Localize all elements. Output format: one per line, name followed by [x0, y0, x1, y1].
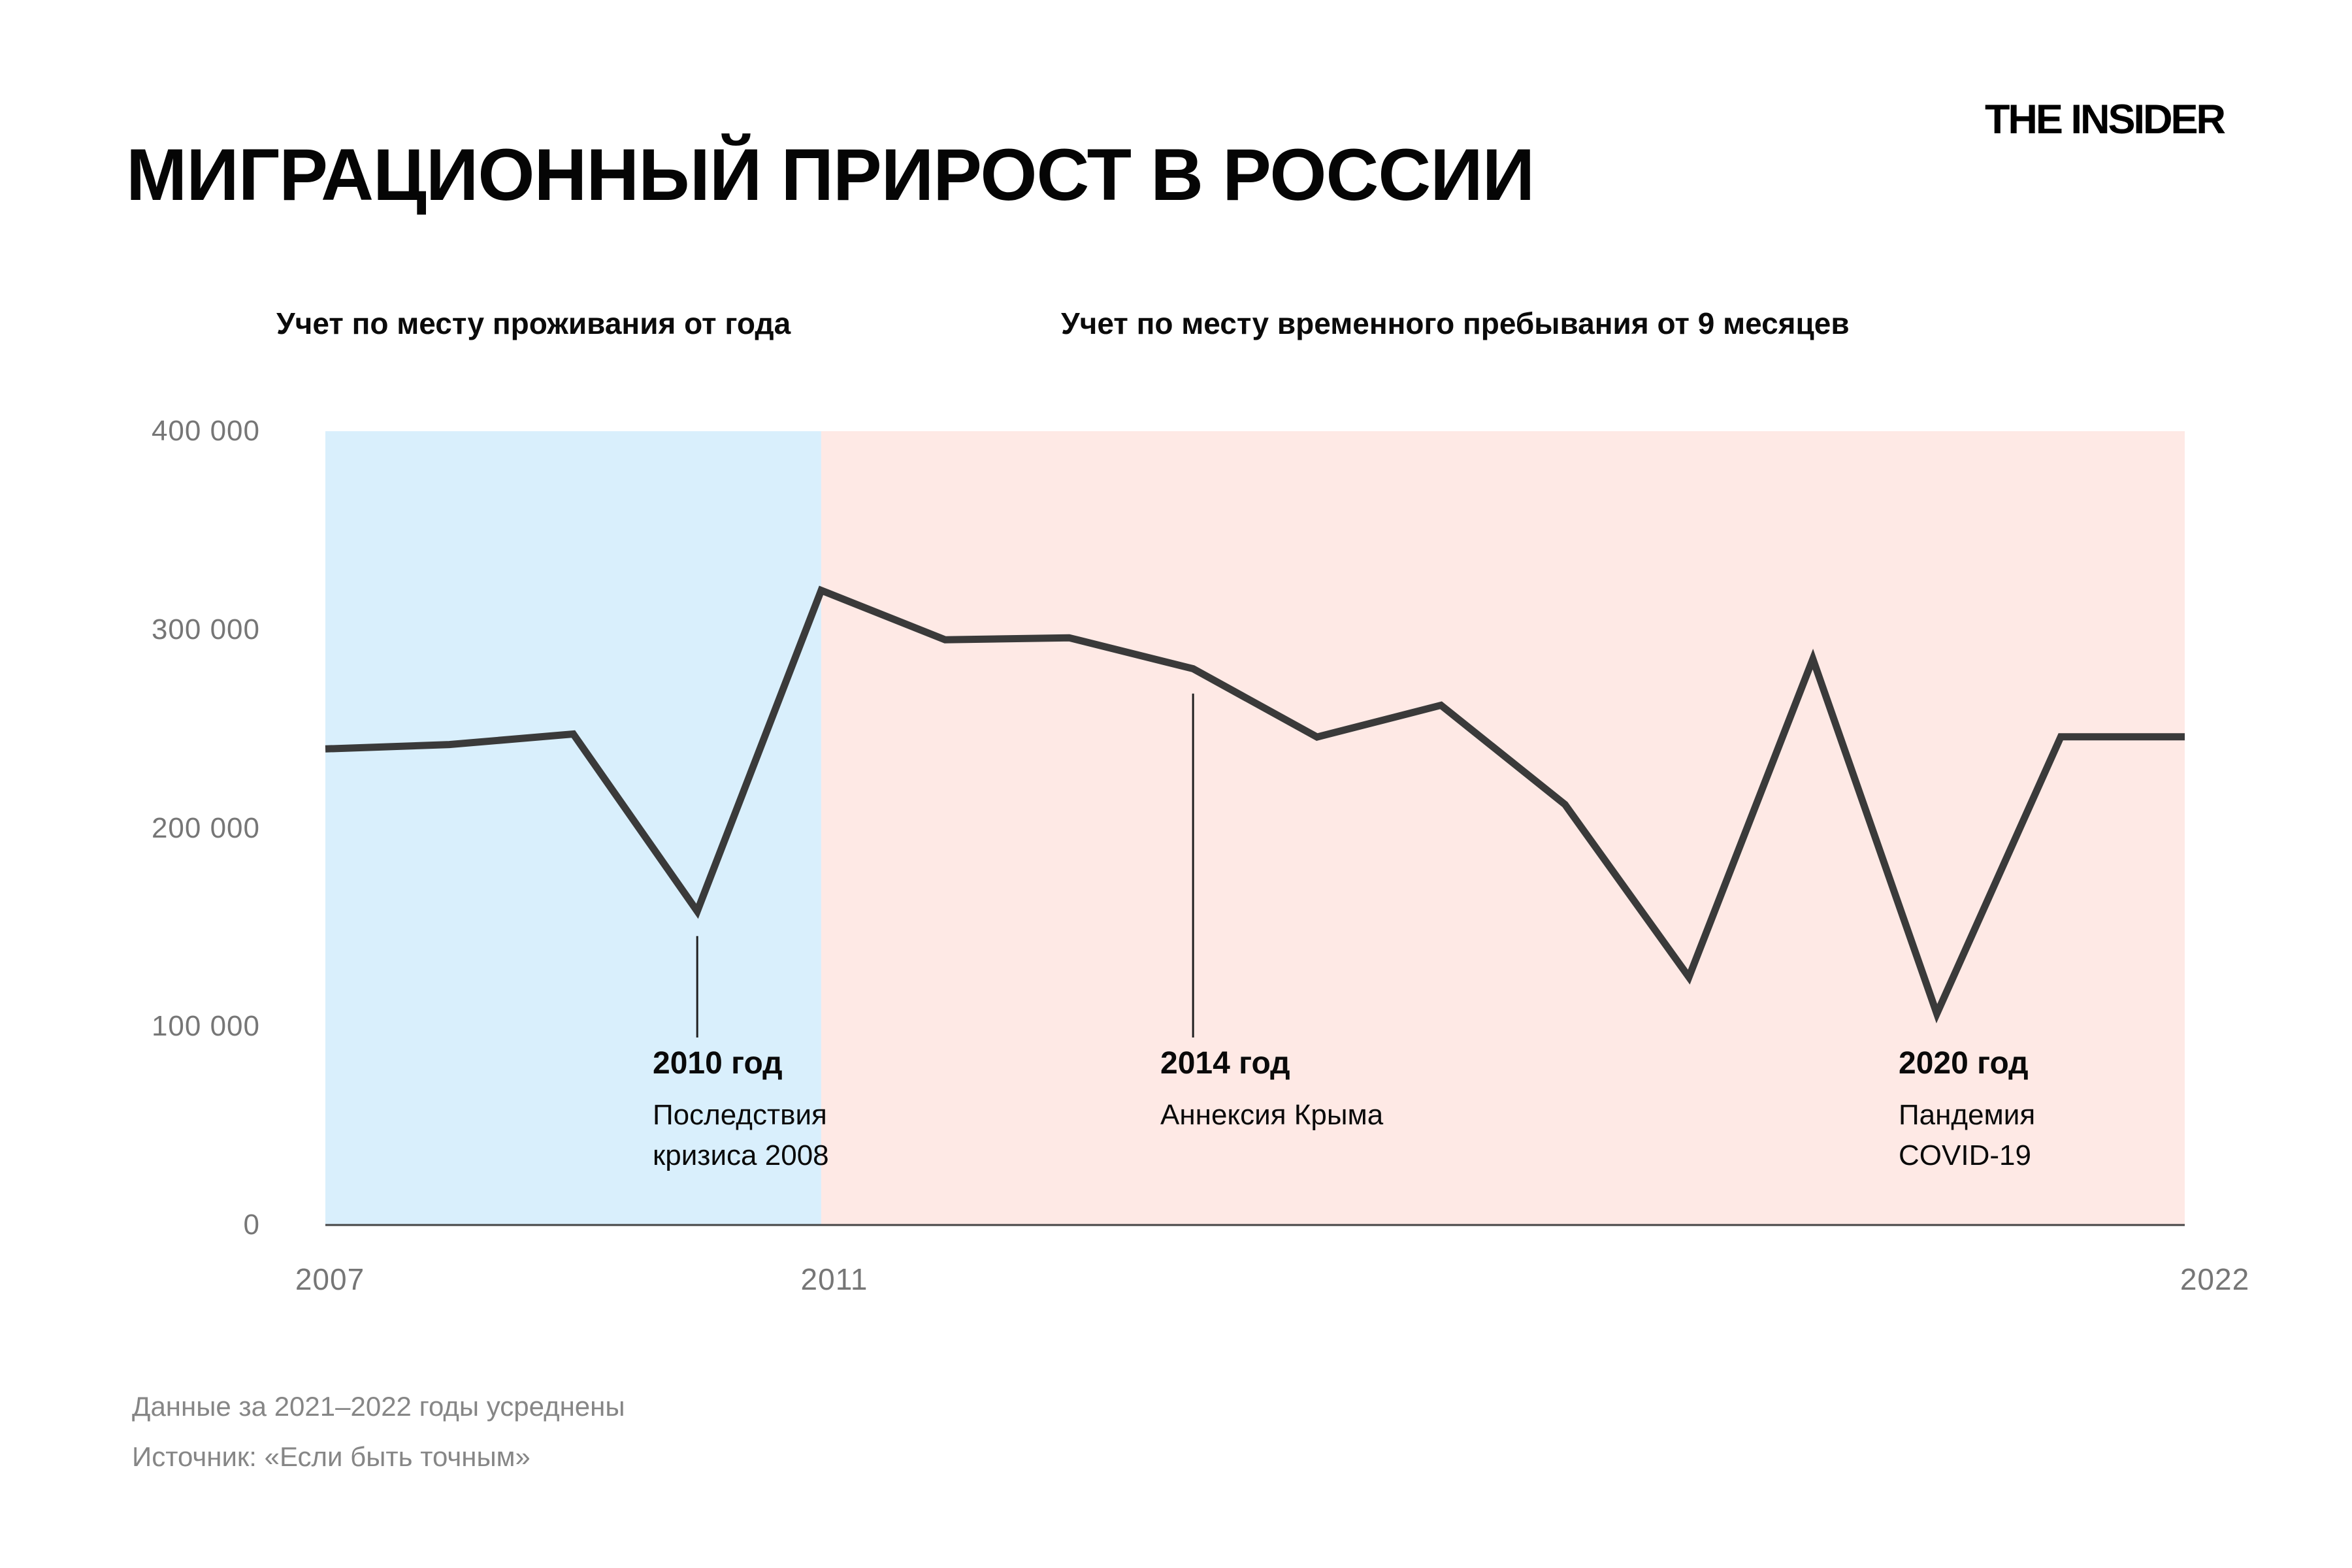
annotation-2014-line1: Аннексия Крыма [1160, 1099, 1384, 1131]
annotation-2014-year: 2014 год [1160, 1046, 1290, 1081]
footer-source: Источник: «Если быть точным» [132, 1441, 531, 1472]
annotation-2020-line1: Пандемия [1899, 1099, 2036, 1131]
migration-data-line [325, 585, 2185, 1024]
region-label-temporary: Учет по месту временного пребывания от 9… [1061, 306, 1850, 340]
x-tick-2022: 2022 [2180, 1262, 2250, 1296]
annotation-2020-year: 2020 год [1899, 1046, 2029, 1081]
x-tick-2011: 2011 [800, 1262, 868, 1296]
chart-background-pink [821, 431, 2185, 1225]
y-tick-100000: 100 000 [151, 1010, 260, 1043]
region-label-residence: Учет по месту проживания от года [276, 306, 791, 340]
the-insider-logo: THE INSIDER [1984, 97, 2226, 142]
chart-background-blue [325, 431, 821, 1225]
annotation-2010: 2010 год Последствия кризиса 2008 [653, 1044, 829, 1176]
y-tick-400000: 400 000 [151, 415, 260, 447]
y-tick-0: 0 [243, 1209, 260, 1241]
annotation-2010-line1: Последствия [653, 1099, 827, 1131]
footer-note: Данные за 2021–2022 годы усреднены [132, 1391, 625, 1422]
y-tick-200000: 200 000 [151, 811, 260, 844]
annotation-2010-line2: кризиса 2008 [653, 1139, 829, 1171]
x-tick-2007: 2007 [295, 1262, 365, 1296]
annotation-2014: 2014 год Аннексия Крыма [1160, 1044, 1383, 1135]
page-title: МИГРАЦИОННЫЙ ПРИРОСТ В РОССИИ [126, 134, 1535, 216]
y-tick-300000: 300 000 [151, 613, 260, 645]
annotation-2020: 2020 год Пандемия COVID-19 [1899, 1044, 2035, 1176]
annotation-2010-year: 2010 год [653, 1046, 783, 1081]
annotation-2020-line2: COVID-19 [1899, 1139, 2031, 1171]
